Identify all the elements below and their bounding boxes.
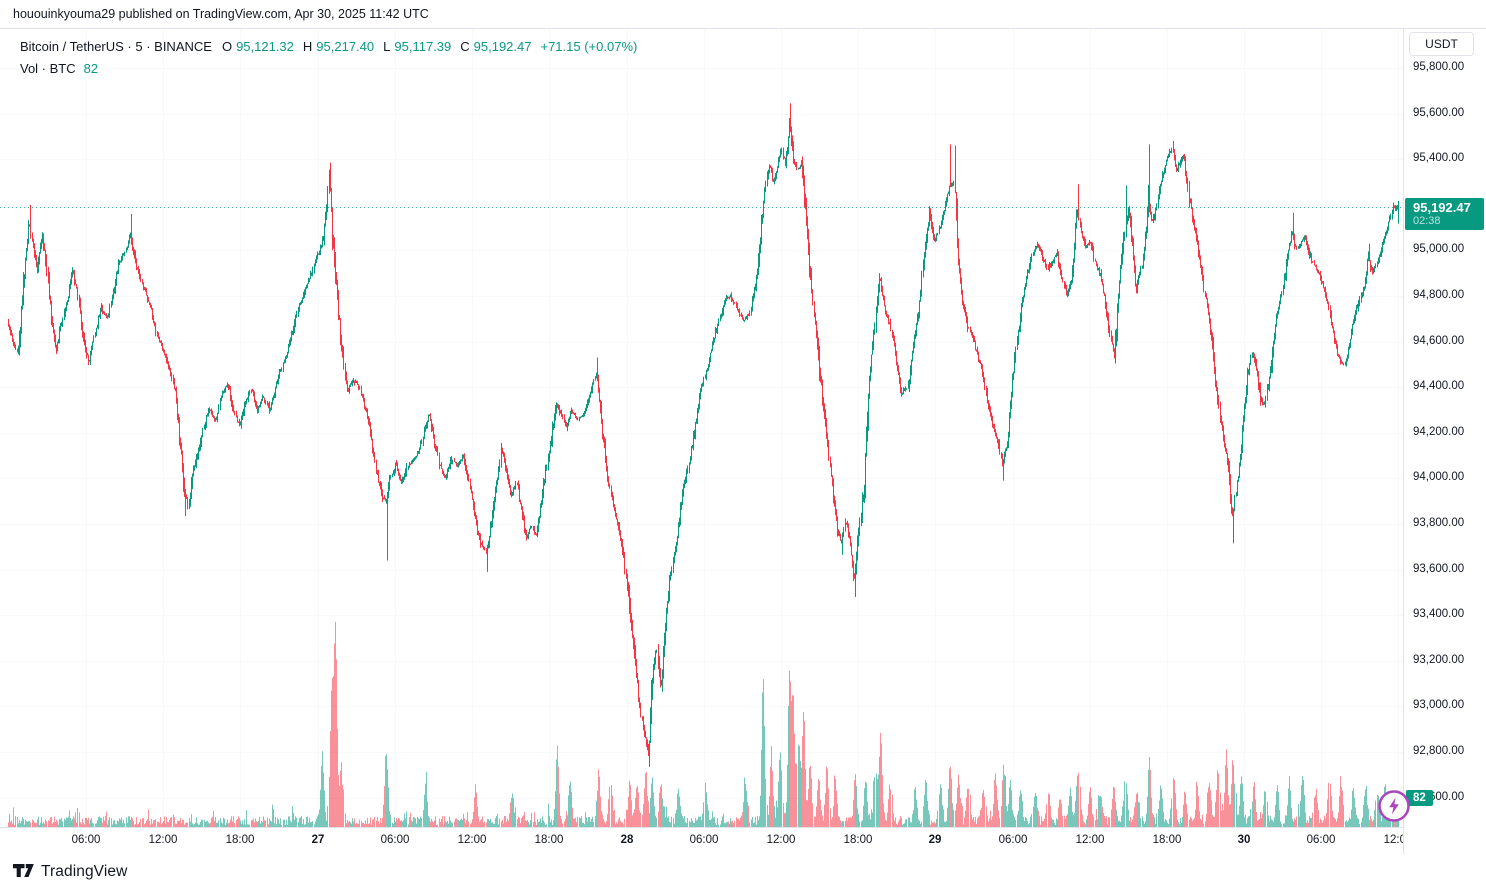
tradingview-logo-link[interactable]: TradingView [13, 863, 127, 881]
time-tick-label: 28 [620, 834, 634, 846]
time-tick-label: 06:00 [1306, 834, 1336, 846]
price-tick-label: 94,000.00 [1413, 471, 1465, 484]
time-tick-label: 06:00 [689, 834, 719, 846]
price-tick-label: 92,800.00 [1413, 745, 1465, 757]
price-tick-label: 94,800.00 [1413, 289, 1465, 301]
time-tick-label: 12:00 [457, 834, 487, 846]
price-chart-canvas[interactable] [0, 29, 1403, 827]
price-tick-label: 95,800.00 [1413, 61, 1465, 73]
ohlc-value: 95,192.47 [473, 38, 532, 54]
price-tick-label: 93,200.00 [1413, 653, 1465, 666]
price-axis[interactable]: USDT 95,192.47 02:38 82 95,800.00 95,600.… [1403, 29, 1486, 854]
price-tick-label: 93,000.00 [1413, 699, 1465, 712]
ohlc-key: L [383, 38, 391, 54]
price-change: +71.15 (+0.07%) [540, 38, 638, 54]
time-tick-label: 18:00 [225, 834, 255, 846]
current-price-label: 95,192.47 02:38 [1405, 197, 1484, 230]
chart-frame: Bitcoin / TetherUS · 5 · BINANCE O 95,121… [0, 28, 1486, 854]
ohlc-values: O 95,121.32 H 95,217.40 L 95,117.39 C 95,192.47 [222, 39, 541, 54]
price-tick-label: 95,400.00 [1413, 152, 1465, 165]
attribution-bar: hououinkyouma29 published on TradingView… [0, 0, 1486, 28]
volume-row-label: Vol · BTC [20, 60, 76, 76]
volume-value-label: 82 [1406, 790, 1433, 806]
attribution-text: hououinkyouma29 published on TradingView… [13, 7, 429, 21]
time-tick-label: 12:00 [148, 834, 178, 846]
time-tick-label: 18:00 [534, 834, 564, 846]
time-tick-label: 12:00 [1075, 834, 1105, 846]
time-axis[interactable]: 06:00 12:00 18:00 27 06:00 12:00 18:00 28 06:00 1… [0, 827, 1403, 854]
ohlc-value: 95,117.39 [394, 38, 452, 54]
price-tick-label: 95,600.00 [1413, 106, 1465, 119]
ohlc-key: O [221, 38, 233, 54]
currency-toggle-button[interactable]: USDT [1409, 32, 1474, 56]
time-tick-label: 06:00 [380, 834, 410, 846]
time-tick-label: 06:00 [71, 834, 101, 846]
price-tick-label: 94,400.00 [1413, 380, 1465, 393]
time-tick-label: 18:00 [843, 834, 873, 846]
time-tick-label: 12:00 [1383, 834, 1403, 846]
current-price-value: 95,192.47 [1413, 199, 1471, 215]
volume-row-value: 82 [83, 60, 99, 76]
candle-countdown: 02:38 [1413, 214, 1441, 227]
price-tick-label: 95,000.00 [1413, 243, 1465, 256]
tradingview-brand-text: TradingView [41, 862, 128, 880]
price-tick-label: 93,600.00 [1413, 562, 1465, 575]
boost-button[interactable] [1377, 789, 1411, 823]
price-tick-label: 93,800.00 [1413, 517, 1465, 529]
time-tick-label: 18:00 [1152, 834, 1182, 846]
time-tick-label: 30 [1237, 834, 1251, 846]
tradingview-logo-icon [13, 864, 34, 877]
time-tick-label: 29 [928, 834, 942, 846]
price-tick-label: 94,600.00 [1413, 334, 1465, 347]
time-tick-label: 12:00 [766, 834, 796, 846]
ohlc-key: C [460, 38, 470, 54]
chart-legend: Bitcoin / TetherUS · 5 · BINANCE O 95,121… [20, 35, 637, 79]
price-tick-label: 93,400.00 [1413, 608, 1465, 621]
price-tick-label: 94,200.00 [1413, 425, 1465, 438]
footer-bar: TradingView [0, 853, 1486, 889]
symbol-title[interactable]: Bitcoin / TetherUS · 5 · BINANCE [20, 38, 212, 54]
legend-volume-row[interactable]: Vol · BTC 82 [20, 57, 637, 79]
ohlc-key: H [302, 38, 313, 54]
legend-symbol-row[interactable]: Bitcoin / TetherUS · 5 · BINANCE O 95,121… [20, 35, 637, 57]
ohlc-value: 95,121.32 [236, 38, 294, 54]
time-tick-label: 27 [311, 834, 325, 846]
ohlc-value: 95,217.40 [316, 38, 375, 54]
time-tick-label: 06:00 [998, 834, 1028, 846]
boost-lightning-icon [1378, 790, 1410, 822]
